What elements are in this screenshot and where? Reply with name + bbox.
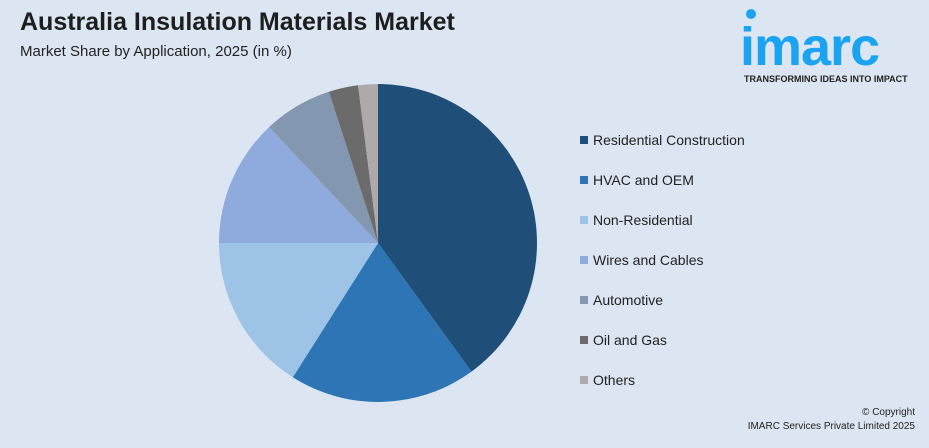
legend-swatch xyxy=(580,216,588,224)
legend-label: Wires and Cables xyxy=(593,252,704,268)
pie-slice-hvac-and-oem xyxy=(292,243,472,403)
legend-swatch xyxy=(580,256,588,264)
logo-dot xyxy=(746,9,756,19)
legend-label: HVAC and OEM xyxy=(593,172,694,188)
pie-slice-automotive xyxy=(269,91,378,243)
legend-item: HVAC and OEM xyxy=(580,160,745,200)
legend-label: Automotive xyxy=(593,292,664,308)
legend-label: Others xyxy=(593,372,636,388)
pie-slice-oil-and-gas xyxy=(328,85,378,244)
logo-wordmark: imarc xyxy=(740,17,880,77)
legend-item: Wires and Cables xyxy=(580,240,745,280)
pie-slice-wires-and-cables xyxy=(219,127,378,243)
pie-slice-residential-construction xyxy=(378,84,537,372)
copyright: © Copyright IMARC Services Private Limit… xyxy=(748,406,915,434)
chart-title: Australia Insulation Materials Market xyxy=(20,8,455,36)
chart-subtitle: Market Share by Application, 2025 (in %) xyxy=(20,43,292,60)
legend-swatch xyxy=(580,296,588,304)
legend-item: Residential Construction xyxy=(580,120,745,160)
copyright-company: IMARC Services Private Limited 2025 xyxy=(747,421,915,432)
legend-swatch xyxy=(580,136,588,144)
logo-tagline: TRANSFORMING IDEAS INTO IMPACT xyxy=(744,74,908,84)
legend-item: Oil and Gas xyxy=(580,320,745,360)
copyright-label: © Copyright xyxy=(862,407,915,418)
legend-item: Automotive xyxy=(580,280,745,320)
legend-label: Oil and Gas xyxy=(593,332,667,348)
pie-slice-others xyxy=(358,84,378,243)
legend-swatch xyxy=(580,376,588,384)
legend: Residential Construction HVAC and OEM Non-… xyxy=(580,120,745,400)
legend-label: Residential Construction xyxy=(593,132,745,148)
imarc-logo: imarc TRANSFORMING IDEAS INTO IMPACT xyxy=(740,8,920,86)
legend-item: Non-Residential xyxy=(580,200,745,240)
legend-swatch xyxy=(580,336,588,344)
legend-item: Others xyxy=(580,360,745,400)
pie-slice-non-residential xyxy=(219,243,378,378)
legend-label: Non-Residential xyxy=(593,212,693,228)
legend-swatch xyxy=(580,176,588,184)
